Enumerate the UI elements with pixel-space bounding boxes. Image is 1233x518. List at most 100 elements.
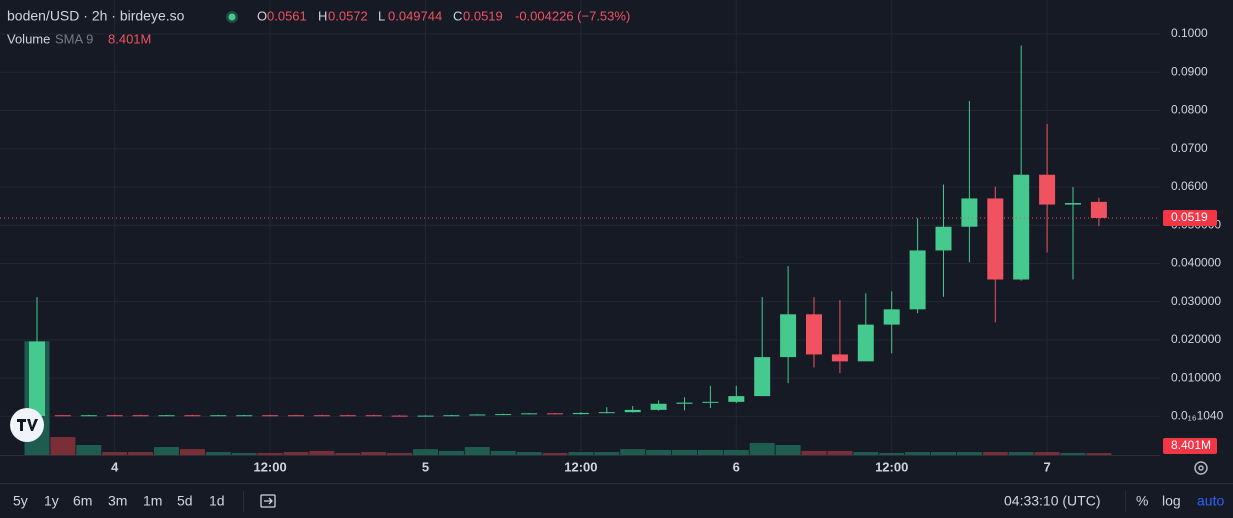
tv-logo[interactable] <box>10 408 44 442</box>
volume-bar <box>257 452 283 455</box>
y-tick-label: 0.0600 <box>1171 179 1208 193</box>
low-letter: L <box>378 8 385 23</box>
candle-body <box>702 401 719 403</box>
price-tag <box>1163 209 1217 226</box>
range-button[interactable]: 5y <box>13 493 28 509</box>
range-button[interactable]: 1y <box>44 493 59 509</box>
compare-icon[interactable] <box>260 494 276 508</box>
candle-body <box>495 414 512 416</box>
y-tick-label: 0.1000 <box>1171 26 1208 40</box>
volume-bar <box>490 450 516 455</box>
high-letter: H <box>318 8 327 23</box>
range-button[interactable]: 6m <box>73 493 92 509</box>
percent-button[interactable]: % <box>1136 493 1148 509</box>
candle-body <box>80 415 97 417</box>
candle-body <box>417 415 434 417</box>
range-button[interactable]: 1d <box>209 493 225 509</box>
compare-frame[interactable] <box>260 494 276 508</box>
range-button[interactable]: 5d <box>177 493 193 509</box>
candle-body <box>987 198 1004 280</box>
candle-body <box>883 309 900 325</box>
settings-icon[interactable] <box>1194 461 1208 475</box>
volume-bar <box>853 452 879 455</box>
volume-bar <box>50 437 76 455</box>
x-tick-label: 4 <box>111 459 119 474</box>
logo-circle[interactable] <box>10 408 44 442</box>
candle-body <box>1090 201 1107 218</box>
low-value: 0.049744 <box>388 8 442 23</box>
x-tick-label: 12:00 <box>253 459 286 474</box>
candle-body <box>857 324 874 362</box>
candle-body <box>158 415 175 417</box>
volume-bar <box>568 452 594 455</box>
candle-body <box>521 413 538 415</box>
auto-button[interactable]: auto <box>1197 493 1224 509</box>
change-value: -0.004226 (−7.53%) <box>515 8 630 23</box>
volume-bar <box>205 452 231 455</box>
range-button[interactable]: 3m <box>108 493 127 509</box>
candle-body <box>184 415 201 417</box>
candle-body <box>676 402 693 404</box>
volume-bar <box>1086 453 1112 455</box>
volume-tag-label: 8.401M <box>1171 438 1211 452</box>
chart-title: boden/USD · 2h · birdeye.so <box>7 8 185 24</box>
volume-bar <box>102 452 128 455</box>
y-tick-label: 0.0700 <box>1171 141 1208 155</box>
volume-bar <box>438 450 464 455</box>
volume-bar <box>697 449 723 455</box>
sma-label: SMA 9 <box>55 31 93 46</box>
candle-body <box>728 396 745 402</box>
candle-body <box>547 413 563 415</box>
volume-bar <box>594 452 620 455</box>
candle-body <box>288 415 304 417</box>
x-tick-label: 12:00 <box>564 459 597 474</box>
gear[interactable] <box>1194 461 1208 475</box>
y-tick-label: 0.0900 <box>1171 64 1208 78</box>
y-tick-label: 0.020000 <box>1171 332 1221 346</box>
volume-bar <box>905 452 931 455</box>
candle-body <box>443 415 460 417</box>
candle-body <box>780 314 797 358</box>
candle-body <box>598 412 615 414</box>
volume-bar <box>76 444 102 455</box>
candle-body <box>624 409 641 413</box>
candle-body <box>1065 203 1081 205</box>
volume-bar <box>231 452 257 455</box>
y-tick-label: 0.010000 <box>1171 370 1221 384</box>
volume-bar <box>827 450 853 455</box>
candle-body <box>935 226 952 251</box>
volume-bar <box>179 449 205 455</box>
volume-bar <box>775 444 801 455</box>
compare-arrow[interactable] <box>264 497 273 505</box>
candle-body <box>1013 174 1030 280</box>
volume-bar <box>309 450 335 455</box>
volume-title: Volume <box>7 31 50 46</box>
log-button[interactable]: log <box>1162 493 1181 509</box>
logo-glyph[interactable] <box>17 419 38 431</box>
volume-tag <box>1163 438 1217 454</box>
volume-bar <box>464 447 490 455</box>
status-dot <box>228 13 236 21</box>
close-letter: C <box>453 8 462 23</box>
gear-hub[interactable] <box>1198 465 1204 471</box>
candle-body <box>391 415 408 417</box>
volume-bar <box>283 452 309 455</box>
volume-bar <box>646 449 672 455</box>
candle-body <box>650 403 667 410</box>
candle-body <box>806 314 822 355</box>
volume-bar <box>1060 452 1086 455</box>
volume-bar <box>723 449 749 455</box>
volume-bar <box>879 452 905 455</box>
clock: 04:33:10 (UTC) <box>1004 493 1100 509</box>
high-value: 0.0572 <box>328 8 368 23</box>
range-button[interactable]: 1m <box>143 493 162 509</box>
y-tick-label: 0.030000 <box>1171 294 1221 308</box>
volume-bar <box>672 449 697 455</box>
x-tick-label: 5 <box>422 459 429 474</box>
candle-body <box>572 412 589 415</box>
x-tick-label: 7 <box>1043 459 1050 474</box>
y-tick-label: 0.0₁₆1040 <box>1171 409 1224 423</box>
volume-bar <box>516 452 542 455</box>
candle-body <box>313 415 330 417</box>
